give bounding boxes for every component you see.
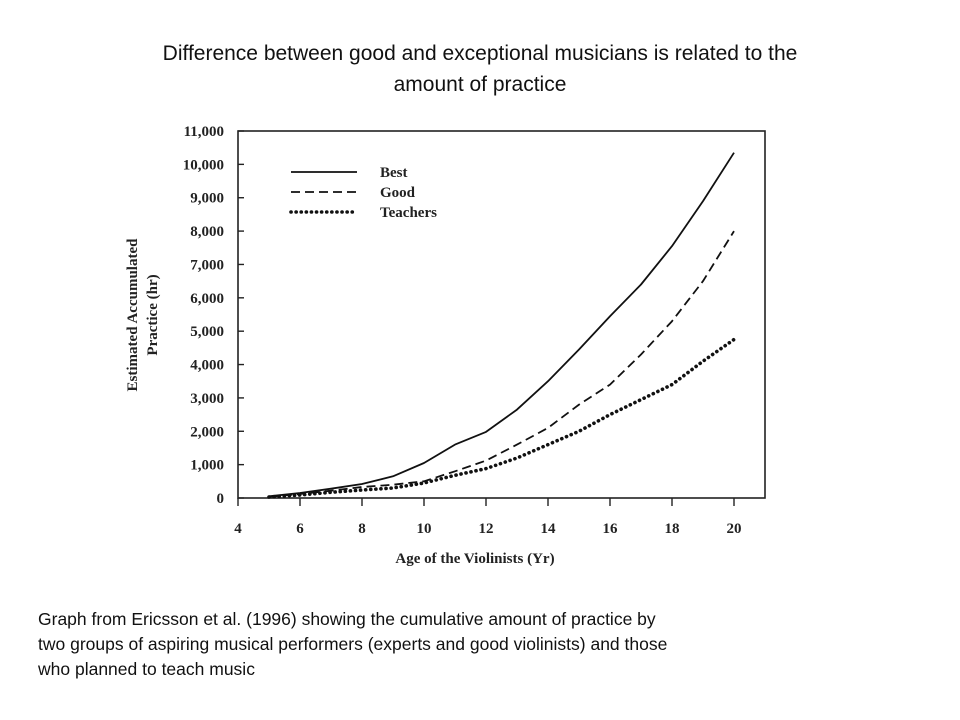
- x-tick-label: 18: [665, 521, 680, 537]
- series-lines: [267, 152, 736, 499]
- x-tick-label: 4: [234, 521, 242, 537]
- y-axis-label-line-2: Practice (hr): [145, 274, 161, 355]
- slide-title-line-1: Difference between good and exceptional …: [162, 42, 798, 65]
- y-tick-label: 8,000: [190, 224, 224, 240]
- legend-label-teachers: Teachers: [380, 205, 437, 221]
- x-tick-label: 14: [541, 521, 557, 537]
- x-tick-label: 6: [296, 521, 304, 537]
- legend: Best Good Teachers: [289, 165, 437, 221]
- caption-line-3: who planned to teach music: [38, 659, 255, 679]
- y-tick-label: 10,000: [183, 157, 224, 173]
- y-tick-label: 0: [217, 491, 225, 507]
- legend-label-best: Best: [380, 165, 408, 181]
- series-line-teachers: [267, 337, 736, 499]
- x-tick-label: 12: [479, 521, 494, 537]
- x-tick-label: 20: [727, 521, 742, 537]
- x-tick-label: 16: [603, 521, 619, 537]
- plot-frame: [237, 130, 766, 499]
- figure-caption: Graph from Ericsson et al. (1996) showin…: [38, 607, 918, 682]
- slide-title: Difference between good and exceptional …: [0, 38, 960, 100]
- series-line-best: [268, 152, 735, 498]
- slide-title-line-2: amount of practice: [393, 73, 567, 96]
- y-tick-label: 1,000: [190, 458, 224, 474]
- x-tick-label: 10: [417, 521, 432, 537]
- caption-line-2: two groups of aspiring musical performer…: [38, 634, 668, 654]
- x-axis-ticks: 4 6 8 10 12 14 16 18 20: [234, 498, 742, 537]
- y-tick-label: 6,000: [190, 291, 224, 307]
- y-tick-label: 11,000: [184, 124, 224, 140]
- y-tick-label: 5,000: [190, 324, 224, 340]
- y-axis-label-line-1: Estimated Accumulated: [125, 238, 141, 392]
- y-tick-label: 2,000: [190, 424, 224, 440]
- legend-label-good: Good: [380, 185, 416, 201]
- y-tick-label: 3,000: [190, 391, 224, 407]
- y-tick-label: 9,000: [190, 191, 224, 207]
- caption-line-1: Graph from Ericsson et al. (1996) showin…: [38, 609, 656, 629]
- y-tick-label: 4,000: [190, 358, 224, 374]
- x-axis-label: Age of the Violinists (Yr): [395, 551, 554, 567]
- y-tick-label: 7,000: [190, 257, 224, 273]
- series-line-good: [268, 230, 735, 498]
- y-axis-ticks: 0 1,000 2,000 3,000 4,000 5,000 6,000 7,000 8,00…: [183, 124, 244, 507]
- x-tick-label: 8: [358, 521, 366, 537]
